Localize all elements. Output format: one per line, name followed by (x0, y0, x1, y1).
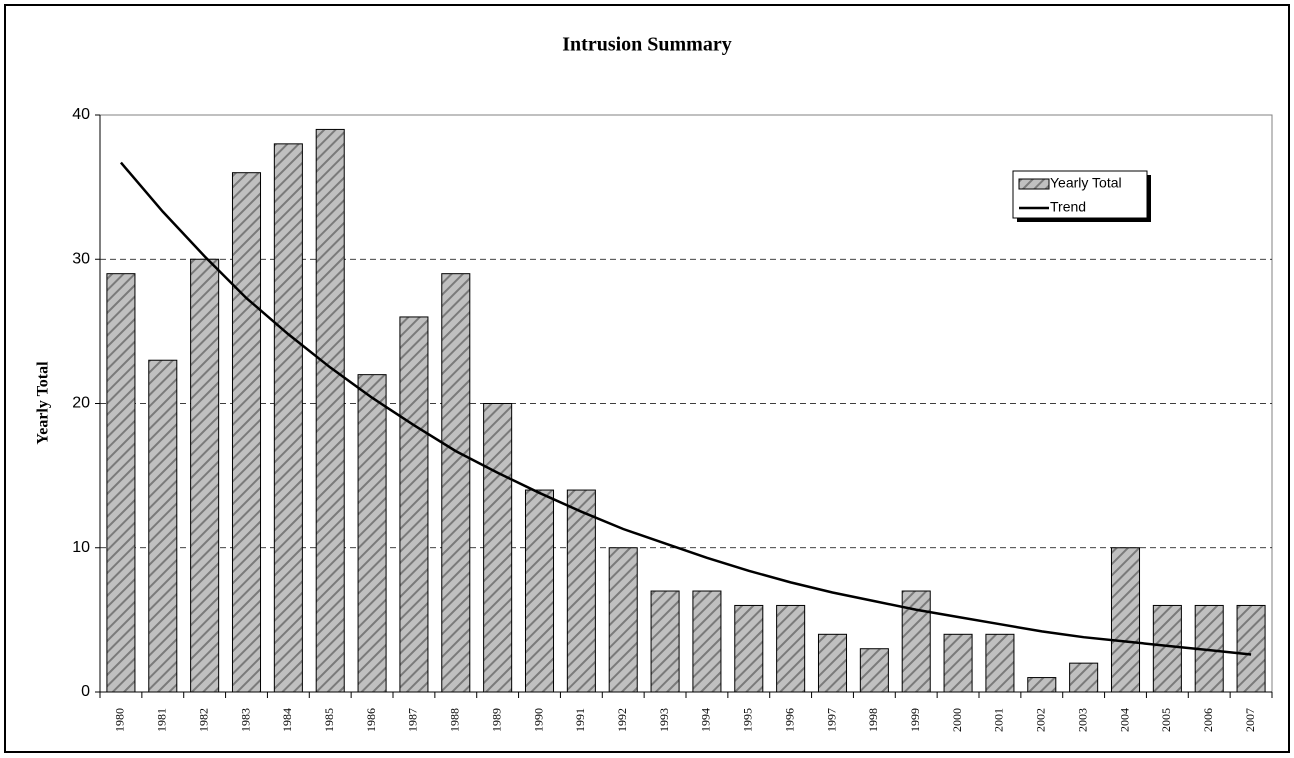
bar (315, 128, 345, 693)
legend-label: Yearly Total (1050, 175, 1122, 191)
bar (943, 633, 973, 693)
y-tick-label: 10 (72, 539, 90, 556)
x-tick-label: 1987 (406, 708, 420, 732)
bar (106, 273, 136, 693)
x-tick-label: 1999 (908, 708, 922, 732)
bar (859, 648, 889, 693)
x-tick-label: 2004 (1117, 708, 1131, 732)
y-axis-label: Yearly Total (35, 361, 52, 445)
bar (190, 258, 220, 693)
bar (650, 590, 680, 693)
x-tick-label: 1990 (531, 708, 545, 732)
x-tick-label: 1986 (364, 708, 378, 732)
x-tick-label: 2000 (950, 708, 964, 732)
trend-line (119, 161, 1252, 656)
bar (901, 590, 931, 693)
x-tick-label: 2001 (992, 708, 1006, 732)
x-tick-label: 1985 (322, 708, 336, 732)
x-tick-label: 1998 (866, 708, 880, 732)
bar (566, 489, 596, 693)
bar (1236, 604, 1266, 693)
bar (148, 359, 178, 693)
bar (817, 633, 848, 693)
y-tick-label: 0 (81, 683, 90, 700)
bar (441, 273, 471, 693)
x-tick-label: 2006 (1201, 708, 1215, 732)
bar (608, 547, 638, 693)
x-tick-label: 1995 (741, 708, 755, 732)
bar (273, 143, 303, 693)
x-tick-label: 2007 (1243, 708, 1257, 732)
bar (483, 403, 513, 693)
bar (357, 374, 387, 693)
bar (1027, 677, 1057, 693)
x-tick-label: 2002 (1034, 708, 1048, 732)
bar (1152, 604, 1182, 693)
bar (692, 590, 722, 693)
x-tick-label: 1983 (238, 708, 252, 732)
bar (1110, 547, 1141, 693)
bar (1069, 662, 1099, 693)
bar (985, 633, 1015, 693)
x-tick-label: 1980 (113, 708, 127, 732)
bar (399, 316, 429, 693)
y-tick-label: 20 (72, 395, 90, 412)
x-tick-label: 2005 (1159, 708, 1173, 732)
x-tick-label: 1981 (155, 708, 169, 732)
x-tick-label: 1984 (280, 708, 294, 732)
x-tick-label: 1989 (489, 708, 503, 732)
x-tick-label: 2003 (1075, 708, 1089, 732)
x-tick-label: 1997 (824, 708, 838, 732)
x-tick-label: 1996 (782, 708, 796, 732)
y-tick-label: 40 (72, 106, 90, 123)
x-tick-label: 1994 (699, 708, 713, 732)
y-tick-label: 30 (72, 250, 90, 267)
bar (734, 604, 764, 693)
x-tick-label: 1988 (448, 708, 462, 732)
x-tick-label: 1992 (615, 708, 629, 732)
bar (231, 172, 262, 693)
x-tick-label: 1982 (196, 708, 210, 732)
chart-title: Intrusion Summary (562, 34, 731, 56)
legend-label: Trend (1050, 199, 1086, 215)
bar (776, 604, 806, 693)
x-tick-label: 1993 (657, 708, 671, 732)
x-tick-label: 1991 (573, 708, 587, 732)
bar (524, 489, 555, 693)
legend-swatch (1018, 178, 1050, 190)
